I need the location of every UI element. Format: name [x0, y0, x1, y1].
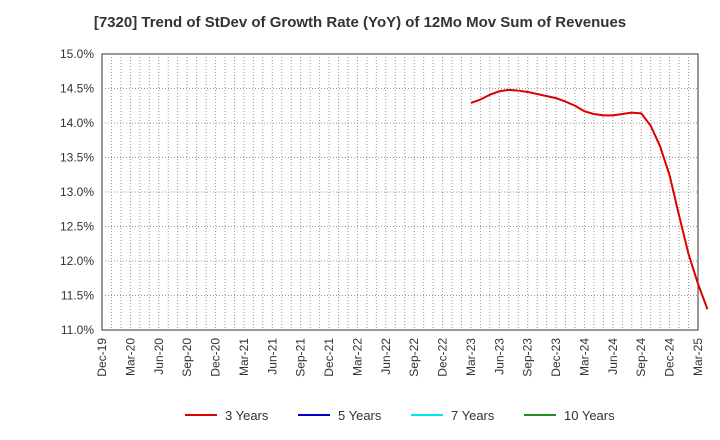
- x-tick-label: Mar-24: [577, 338, 591, 376]
- x-tick-label: Dec-23: [549, 338, 563, 377]
- x-tick-label: Dec-21: [322, 338, 336, 377]
- x-tick-label: Mar-25: [691, 338, 705, 376]
- x-tick-label: Jun-22: [379, 338, 393, 375]
- x-tick-label: Sep-24: [634, 338, 648, 377]
- x-tick-label: Dec-22: [436, 338, 450, 377]
- y-tick-label: 12.5%: [60, 220, 94, 234]
- legend-label: 10 Years: [564, 408, 615, 423]
- x-tick-label: Jun-23: [492, 338, 506, 375]
- y-tick-label: 13.5%: [60, 151, 94, 165]
- x-tick-label: Mar-22: [350, 338, 364, 376]
- y-tick-label: 13.0%: [60, 185, 94, 199]
- y-tick-label: 11.0%: [61, 323, 94, 337]
- y-tick-label: 11.5%: [61, 289, 94, 303]
- x-tick-label: Dec-20: [209, 338, 223, 377]
- x-tick-label: Sep-22: [407, 338, 421, 377]
- legend-label: 7 Years: [451, 408, 495, 423]
- x-tick-label: Dec-24: [663, 338, 677, 377]
- y-tick-label: 12.0%: [60, 254, 94, 268]
- x-tick-label: Mar-23: [464, 338, 478, 376]
- grid-layer: [102, 54, 698, 330]
- series-layer: [470, 88, 709, 310]
- x-tick-label: Jun-21: [265, 338, 279, 375]
- y-tick-label: 14.0%: [60, 116, 94, 130]
- x-axis-ticks: Dec-19 Mar-20 Jun-20 Sep-20 Dec-20 Mar-21 Jun-…: [95, 338, 705, 377]
- legend: 3 Years 5 Years 7 Years 10 Years: [185, 408, 615, 423]
- x-tick-label: Mar-20: [123, 338, 137, 376]
- x-tick-label: Sep-23: [521, 338, 535, 377]
- x-tick-label: Mar-21: [237, 338, 251, 376]
- x-tick-label: Sep-20: [180, 338, 194, 377]
- x-tick-label: Jun-20: [152, 338, 166, 375]
- x-tick-label: Sep-21: [294, 338, 308, 377]
- y-tick-label: 14.5%: [60, 82, 94, 96]
- y-axis-ticks: 11.0% 11.5% 12.0% 12.5% 13.0% 13.5% 14.0% 14.5%…: [60, 47, 94, 337]
- x-tick-label: Jun-24: [606, 338, 620, 375]
- chart-title: [7320] Trend of StDev of Growth Rate (Yo…: [93, 14, 627, 31]
- y-tick-label: 15.0%: [60, 47, 94, 61]
- legend-label: 3 Years: [225, 408, 269, 423]
- series-line: [470, 88, 709, 310]
- legend-label: 5 Years: [338, 408, 382, 423]
- x-tick-label: Dec-19: [95, 338, 109, 377]
